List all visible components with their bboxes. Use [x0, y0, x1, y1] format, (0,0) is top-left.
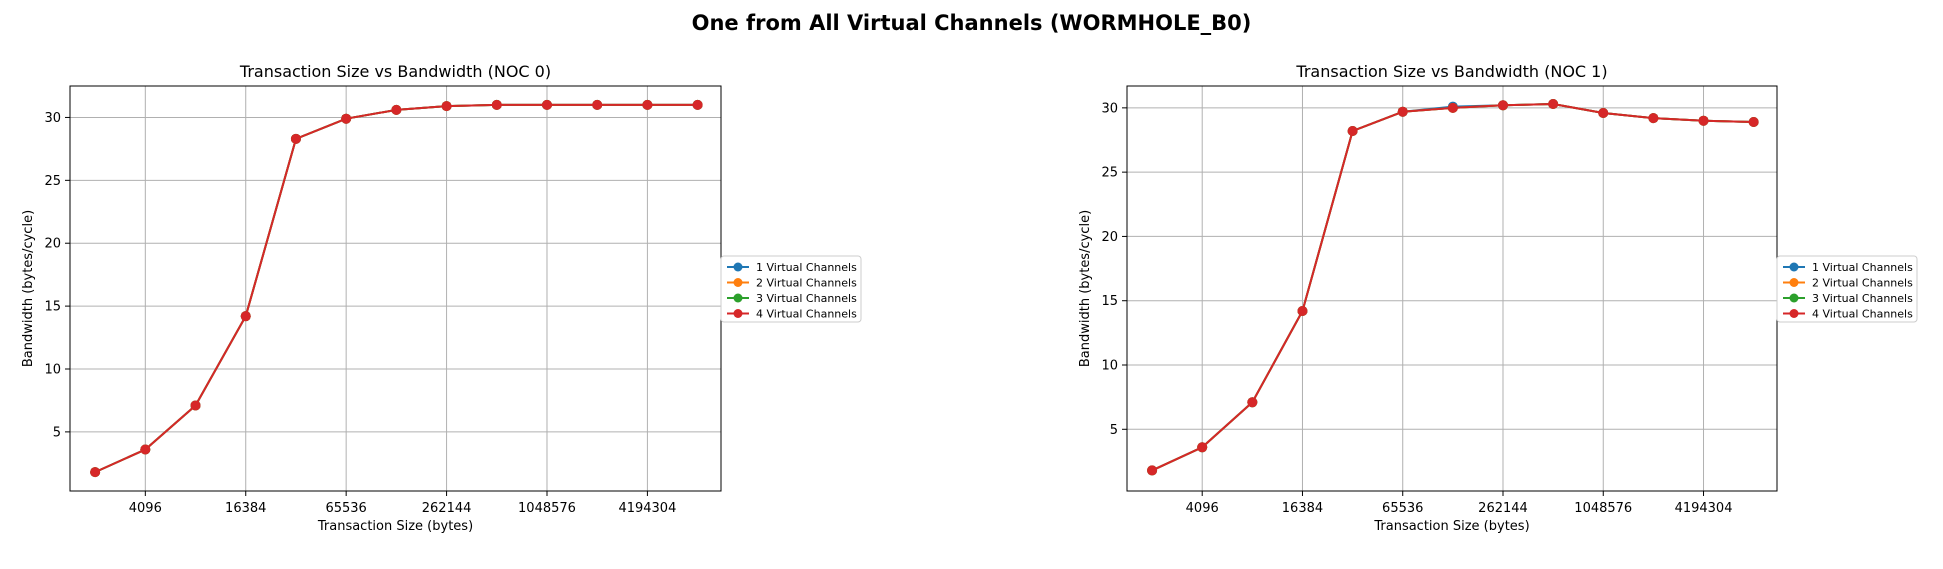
legend-swatch-marker — [733, 309, 743, 318]
legend-entry-label: 1 Virtual Channels — [1812, 261, 1913, 274]
x-tick-label: 4096 — [1186, 501, 1219, 516]
x-tick-label: 4194304 — [618, 501, 676, 516]
data-point — [441, 101, 452, 112]
y-axis-label: Bandwidth (bytes/cycle) — [21, 210, 36, 367]
legend-entry-label: 3 Virtual Channels — [756, 292, 857, 305]
chart-panel-noc1: 4096 16384 65536 262144 1048576 4194304 5 10 15 2… — [1078, 62, 1918, 534]
data-point — [1548, 99, 1559, 109]
data-point — [1397, 106, 1408, 117]
legend-box — [1776, 255, 1918, 323]
legend-entry-label: 1 Virtual Channels — [756, 261, 857, 274]
x-tick-label: 16384 — [1282, 501, 1323, 516]
legend-entry-label: 2 Virtual Channels — [1812, 277, 1913, 290]
x-tick-label: 4096 — [129, 501, 162, 516]
legend-entry-label: 3 Virtual Channels — [1812, 292, 1913, 305]
y-tick-label: 25 — [1101, 166, 1118, 181]
data-point — [90, 467, 101, 478]
data-point — [592, 99, 603, 110]
data-point — [541, 99, 552, 110]
data-point — [1297, 306, 1308, 316]
x-axis-label: Transaction Size (bytes) — [1373, 519, 1529, 534]
legend-swatch-marker — [1789, 278, 1799, 287]
data-point — [1197, 442, 1208, 453]
y-tick-label: 15 — [1101, 294, 1118, 309]
x-tick-label: 65536 — [325, 501, 366, 516]
y-tick-label: 30 — [44, 111, 61, 126]
series-line — [1151, 102, 1754, 472]
data-point — [1347, 126, 1358, 136]
legend-entry-label: 2 Virtual Channels — [756, 277, 857, 290]
legend-swatch-marker — [1789, 293, 1799, 303]
x-tick-label: 16384 — [225, 501, 266, 516]
series-line — [94, 103, 698, 474]
data-point — [140, 444, 151, 455]
data-point — [190, 400, 201, 411]
y-tick-label: 30 — [1101, 101, 1118, 116]
data-point — [240, 311, 251, 322]
y-tick-label: 20 — [44, 237, 61, 252]
data-point — [1748, 117, 1759, 127]
x-tick-label: 4194304 — [1675, 501, 1733, 516]
data-point — [491, 99, 502, 110]
x-tick-label: 1048576 — [518, 501, 576, 516]
data-point — [1147, 465, 1158, 476]
series-line — [1151, 102, 1754, 472]
legend-swatch-marker — [733, 262, 743, 272]
y-tick-label: 20 — [1101, 230, 1118, 245]
y-tick-label: 5 — [53, 425, 61, 440]
legend-box — [720, 255, 862, 323]
x-tick-label: 262144 — [1478, 501, 1528, 516]
data-point — [1698, 115, 1709, 126]
y-tick-label: 15 — [44, 300, 61, 315]
y-tick-label: 25 — [44, 174, 61, 189]
data-point — [1598, 108, 1609, 118]
series-line — [94, 103, 698, 474]
data-point — [692, 99, 703, 110]
y-tick-label: 5 — [1110, 423, 1118, 438]
data-point — [642, 99, 653, 110]
y-tick-label: 10 — [1101, 359, 1118, 374]
x-axis-label: Transaction Size (bytes) — [317, 519, 473, 534]
data-point — [1648, 113, 1659, 124]
data-point — [290, 133, 301, 144]
series-line — [1151, 102, 1754, 472]
chart-title: Transaction Size vs Bandwidth (NOC 1) — [1295, 62, 1607, 81]
series-line — [1151, 102, 1754, 472]
x-tick-label: 262144 — [422, 501, 472, 516]
data-point — [1447, 102, 1458, 113]
data-point — [1247, 397, 1258, 408]
axes-frame — [1126, 85, 1778, 492]
legend-swatch-marker — [733, 293, 743, 303]
series-line — [94, 103, 698, 474]
figure-suptitle: One from All Virtual Channels (WORMHOLE_… — [692, 11, 1252, 35]
x-tick-label: 1048576 — [1574, 501, 1632, 516]
data-point — [391, 104, 402, 115]
x-tick-label: 65536 — [1382, 501, 1423, 516]
chart-panel-noc0: 4096 16384 65536 262144 1048576 4194304 5 10 15 2… — [21, 62, 862, 534]
data-point — [1497, 100, 1508, 111]
legend-swatch-marker — [1789, 309, 1799, 318]
y-axis-label: Bandwidth (bytes/cycle) — [1078, 210, 1093, 367]
y-tick-label: 10 — [44, 362, 61, 377]
chart-title: Transaction Size vs Bandwidth (NOC 0) — [239, 62, 551, 81]
legend-entry-label: 4 Virtual Channels — [1812, 308, 1913, 321]
legend-swatch-marker — [1789, 262, 1799, 272]
data-point — [341, 113, 352, 124]
legend-swatch-marker — [733, 278, 743, 287]
series-line — [94, 103, 698, 474]
legend-entry-label: 4 Virtual Channels — [756, 308, 857, 321]
